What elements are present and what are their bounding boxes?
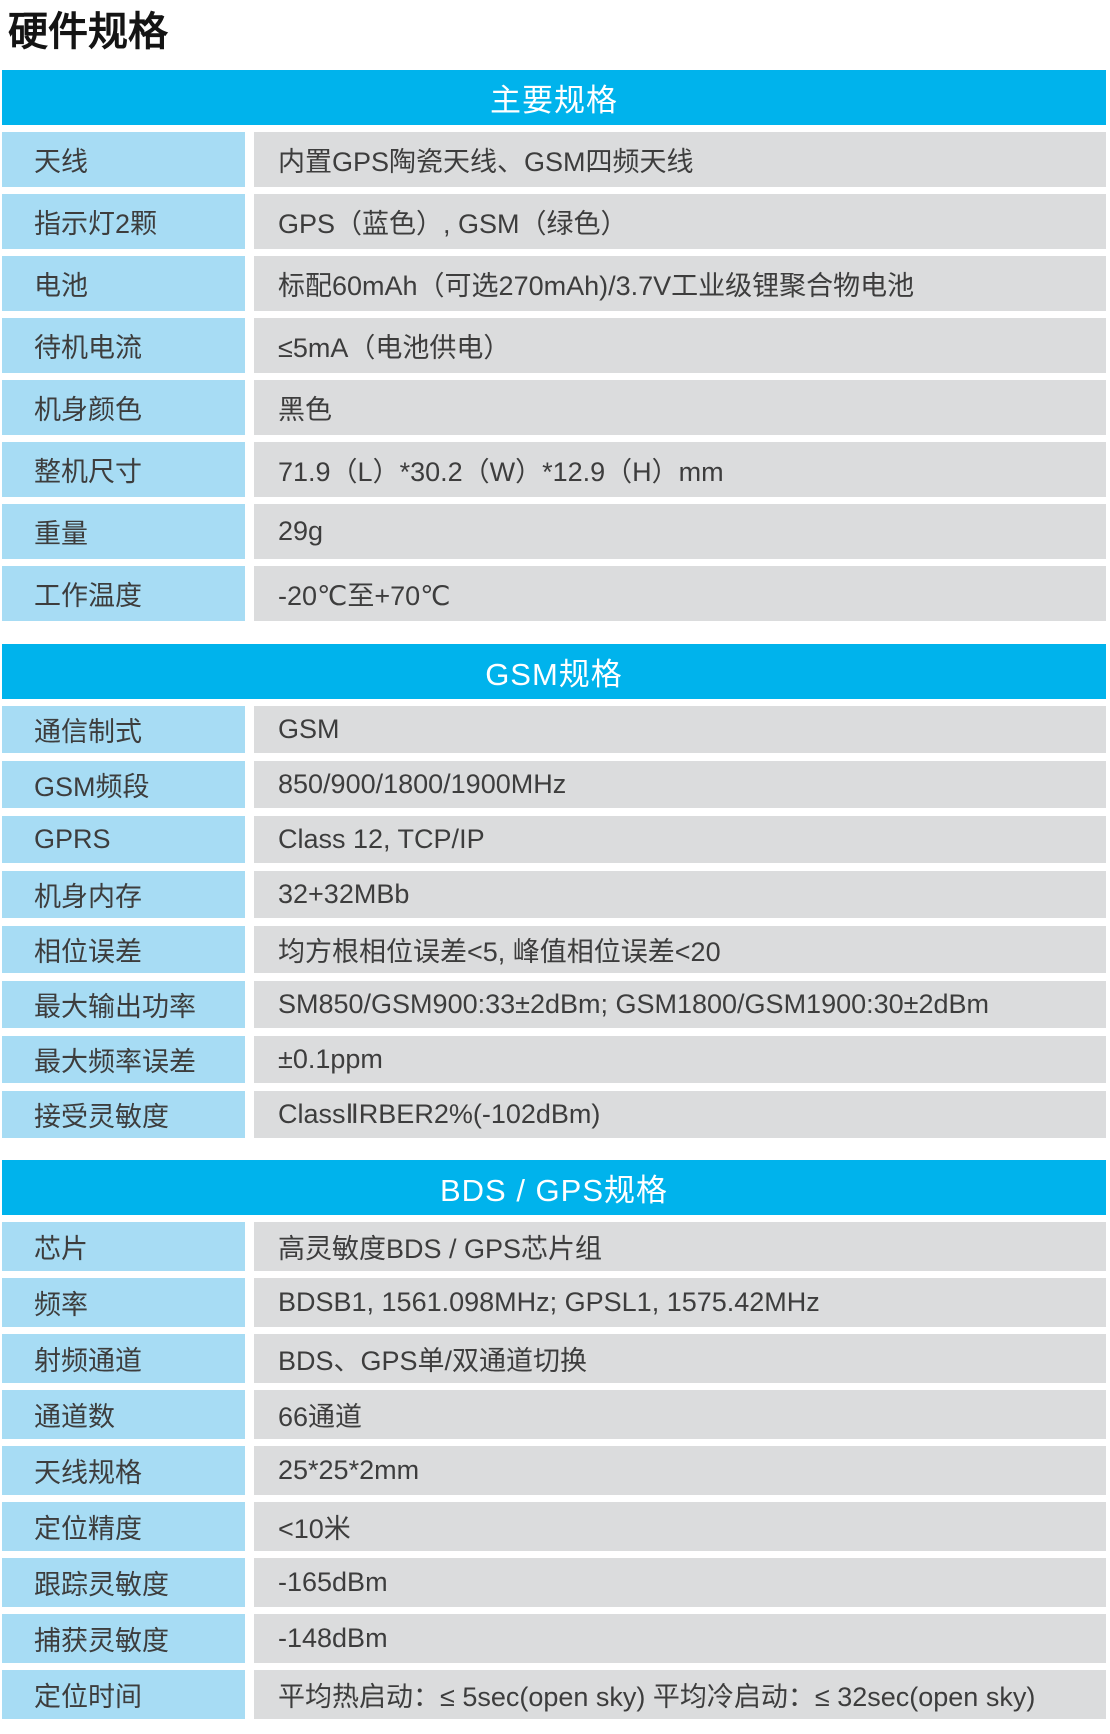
spec-row-memory: 机身内存 32+32MBb xyxy=(2,871,1106,918)
spec-row-positioning-accuracy: 定位精度 <10米 xyxy=(2,1502,1106,1551)
spec-label: 天线 xyxy=(2,132,245,187)
spec-label: 天线规格 xyxy=(2,1446,245,1495)
spec-label: GSM频段 xyxy=(2,761,245,808)
spec-value: 黑色 xyxy=(254,380,1106,435)
spec-value: SM850/GSM900:33±2dBm; GSM1800/GSM1900:30… xyxy=(254,981,1106,1028)
spec-label: 接受灵敏度 xyxy=(2,1091,245,1138)
section-gsm-specs: GSM规格 通信制式 GSM GSM频段 850/900/1800/1900MH… xyxy=(2,644,1106,1138)
spec-value: GPS（蓝色）, GSM（绿色） xyxy=(254,194,1106,249)
spec-label: 待机电流 xyxy=(2,318,245,373)
spec-label: 重量 xyxy=(2,504,245,559)
spec-label: 通道数 xyxy=(2,1390,245,1439)
spec-value: BDS、GPS单/双通道切换 xyxy=(254,1334,1106,1383)
spec-value: ±0.1ppm xyxy=(254,1036,1106,1083)
spec-value: 平均热启动：≤ 5sec(open sky) 平均冷启动：≤ 32sec(ope… xyxy=(254,1670,1106,1719)
spec-row-channel-count: 通道数 66通道 xyxy=(2,1390,1106,1439)
spec-label: 工作温度 xyxy=(2,566,245,621)
spec-value: 29g xyxy=(254,504,1106,559)
spec-value: ClassⅡRBER2%(-102dBm) xyxy=(254,1091,1106,1138)
spec-row-ttff: 定位时间 平均热启动：≤ 5sec(open sky) 平均冷启动：≤ 32se… xyxy=(2,1670,1106,1719)
spec-label: 定位时间 xyxy=(2,1670,245,1719)
spec-label: 射频通道 xyxy=(2,1334,245,1383)
section-title: 主要规格 xyxy=(490,83,618,118)
spec-value: 高灵敏度BDS / GPS芯片组 xyxy=(254,1222,1106,1271)
spec-label: GPRS xyxy=(2,816,245,863)
spec-value: Class 12, TCP/IP xyxy=(254,816,1106,863)
spec-row-antenna-spec: 天线规格 25*25*2mm xyxy=(2,1446,1106,1495)
spec-value: 标配60mAh（可选270mAh)/3.7V工业级锂聚合物电池 xyxy=(254,256,1106,311)
spec-row-weight: 重量 29g xyxy=(2,504,1106,559)
page-title: 硬件规格 xyxy=(8,10,168,54)
spec-row-gprs: GPRS Class 12, TCP/IP xyxy=(2,816,1106,863)
spec-value: 均方根相位误差<5, 峰值相位误差<20 xyxy=(254,926,1106,973)
spec-value: 66通道 xyxy=(254,1390,1106,1439)
spec-label: 频率 xyxy=(2,1278,245,1327)
spec-row-antenna: 天线 内置GPS陶瓷天线、GSM四频天线 xyxy=(2,132,1106,187)
spec-value: 850/900/1800/1900MHz xyxy=(254,761,1106,808)
spec-row-rf-channel: 射频通道 BDS、GPS单/双通道切换 xyxy=(2,1334,1106,1383)
spec-label: 最大频率误差 xyxy=(2,1036,245,1083)
spec-value: 25*25*2mm xyxy=(254,1446,1106,1495)
spec-label: 跟踪灵敏度 xyxy=(2,1558,245,1607)
spec-row-tracking-sensitivity: 跟踪灵敏度 -165dBm xyxy=(2,1558,1106,1607)
spec-value: -148dBm xyxy=(254,1614,1106,1663)
spec-row-acquisition-sensitivity: 捕获灵敏度 -148dBm xyxy=(2,1614,1106,1663)
section-title: GSM规格 xyxy=(485,657,623,692)
spec-value: GSM xyxy=(254,706,1106,753)
section-bds-gps-specs-header: BDS / GPS规格 xyxy=(2,1160,1106,1215)
spec-label: 机身颜色 xyxy=(2,380,245,435)
spec-row-max-frequency-error: 最大频率误差 ±0.1ppm xyxy=(2,1036,1106,1083)
spec-row-operating-temperature: 工作温度 -20℃至+70℃ xyxy=(2,566,1106,621)
spec-label: 电池 xyxy=(2,256,245,311)
spec-row-standby-current: 待机电流 ≤5mA（电池供电） xyxy=(2,318,1106,373)
spec-row-rx-sensitivity: 接受灵敏度 ClassⅡRBER2%(-102dBm) xyxy=(2,1091,1106,1138)
spec-row-max-output-power: 最大输出功率 SM850/GSM900:33±2dBm; GSM1800/GSM… xyxy=(2,981,1106,1028)
spec-label: 相位误差 xyxy=(2,926,245,973)
spec-label: 机身内存 xyxy=(2,871,245,918)
spec-row-battery: 电池 标配60mAh（可选270mAh)/3.7V工业级锂聚合物电池 xyxy=(2,256,1106,311)
spec-row-chipset: 芯片 高灵敏度BDS / GPS芯片组 xyxy=(2,1222,1106,1271)
spec-row-indicator-leds: 指示灯2颗 GPS（蓝色）, GSM（绿色） xyxy=(2,194,1106,249)
section-title: BDS / GPS规格 xyxy=(439,1173,669,1208)
spec-value: 71.9（L）*30.2（W）*12.9（H）mm xyxy=(254,442,1106,497)
spec-row-body-color: 机身颜色 黑色 xyxy=(2,380,1106,435)
spec-row-frequency: 频率 BDSB1, 1561.098MHz; GPSL1, 1575.42MHz xyxy=(2,1278,1106,1327)
spec-row-phase-error: 相位误差 均方根相位误差<5, 峰值相位误差<20 xyxy=(2,926,1106,973)
spec-label: 整机尺寸 xyxy=(2,442,245,497)
section-bds-gps-specs: BDS / GPS规格 芯片 高灵敏度BDS / GPS芯片组 频率 BDSB1… xyxy=(2,1160,1106,1719)
spec-label: 定位精度 xyxy=(2,1502,245,1551)
spec-row-comm-standard: 通信制式 GSM xyxy=(2,706,1106,753)
spec-value: -165dBm xyxy=(254,1558,1106,1607)
spec-label: 捕获灵敏度 xyxy=(2,1614,245,1663)
spec-value: ≤5mA（电池供电） xyxy=(254,318,1106,373)
section-gsm-specs-header: GSM规格 xyxy=(2,644,1106,699)
spec-label: 通信制式 xyxy=(2,706,245,753)
section-main-specs: 主要规格 天线 内置GPS陶瓷天线、GSM四频天线 指示灯2颗 GPS（蓝色）,… xyxy=(2,70,1106,621)
spec-row-gsm-bands: GSM频段 850/900/1800/1900MHz xyxy=(2,761,1106,808)
spec-value: BDSB1, 1561.098MHz; GPSL1, 1575.42MHz xyxy=(254,1278,1106,1327)
spec-value: <10米 xyxy=(254,1502,1106,1551)
spec-row-dimensions: 整机尺寸 71.9（L）*30.2（W）*12.9（H）mm xyxy=(2,442,1106,497)
spec-value: 内置GPS陶瓷天线、GSM四频天线 xyxy=(254,132,1106,187)
section-main-specs-header: 主要规格 xyxy=(2,70,1106,125)
spec-value: 32+32MBb xyxy=(254,871,1106,918)
spec-value: -20℃至+70℃ xyxy=(254,566,1106,621)
spec-label: 指示灯2颗 xyxy=(2,194,245,249)
spec-label: 芯片 xyxy=(2,1222,245,1271)
spec-label: 最大输出功率 xyxy=(2,981,245,1028)
